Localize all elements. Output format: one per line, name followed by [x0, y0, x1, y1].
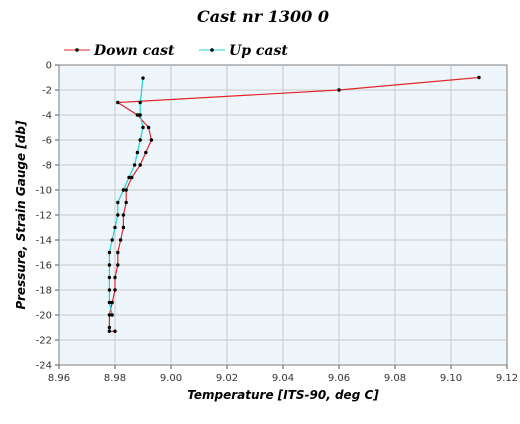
y-tick-label: -4 [42, 111, 52, 122]
y-axis-title: Pressure, Strain Gauge [db] [14, 120, 28, 309]
data-point-down-cast [121, 225, 126, 230]
data-point-up-cast [116, 213, 120, 217]
x-tick-label: 8.96 [48, 373, 70, 384]
data-point-down-cast [144, 150, 148, 155]
data-point-up-cast [107, 300, 112, 305]
x-tick-label: 9.06 [328, 373, 350, 384]
data-point-down-cast [124, 188, 128, 192]
data-point-up-cast [138, 100, 142, 105]
x-tick-label: 8.98 [104, 373, 126, 384]
x-tick-label: 9.02 [216, 373, 238, 384]
data-point-down-cast [146, 125, 151, 130]
x-tick-label: 9.08 [384, 373, 406, 384]
data-point-down-cast [337, 88, 341, 92]
data-point-up-cast [127, 175, 131, 180]
data-point-down-cast [113, 288, 117, 292]
data-point-down-cast [130, 175, 134, 180]
data-point-up-cast [141, 125, 145, 130]
ticks-layer: 8.96 8.98 9.00 9.02 9.04 9.06 9.08 9.10 9.12 0 -2 -… [36, 61, 518, 385]
y-tick-label: -10 [36, 186, 52, 197]
data-point-down-cast [116, 263, 120, 267]
y-tick-label: -14 [36, 236, 52, 247]
data-point-down-cast [107, 313, 112, 317]
data-point-up-cast [110, 313, 114, 317]
data-point-up-cast [107, 263, 112, 267]
data-point-down-cast [110, 300, 114, 305]
y-tick-label: -20 [36, 311, 52, 322]
series-layer [107, 75, 481, 333]
data-point-up-cast [116, 200, 120, 205]
data-point-up-cast [135, 150, 140, 155]
data-point-up-cast [132, 163, 137, 167]
data-point-down-cast [113, 329, 117, 333]
y-tick-label: -12 [36, 211, 52, 222]
legend-marker-down-cast [75, 48, 79, 52]
legend-marker-up-cast [210, 48, 214, 52]
y-tick-label: -24 [36, 361, 52, 372]
data-point-down-cast [149, 138, 154, 142]
data-point-down-cast [138, 163, 142, 167]
y-tick-label: -22 [36, 336, 52, 347]
data-point-up-cast [113, 225, 117, 230]
data-point-up-cast [138, 138, 142, 142]
legend-label-up-cast: Up cast [229, 43, 288, 59]
data-point-down-cast [124, 200, 128, 205]
grid-layer [59, 65, 507, 365]
y-tick-label: -2 [42, 86, 52, 97]
data-point-up-cast [107, 250, 112, 255]
data-point-up-cast [141, 76, 145, 80]
data-point-down-cast [107, 325, 112, 330]
y-tick-label: -6 [42, 136, 52, 147]
y-tick-label: -8 [42, 161, 52, 172]
x-tick-label: 9.00 [160, 373, 182, 384]
data-point-down-cast [113, 275, 117, 280]
x-tick-label: 9.04 [272, 373, 294, 384]
data-point-up-cast [107, 288, 112, 292]
y-tick-label: 0 [46, 61, 52, 72]
data-point-down-cast [135, 113, 140, 117]
data-point-down-cast [477, 75, 481, 80]
legend: Down cast Up cast [64, 43, 288, 59]
x-axis-title: Temperature [ITS-90, deg C] [187, 388, 379, 402]
data-point-down-cast [118, 238, 123, 242]
y-tick-label: -18 [36, 286, 52, 297]
data-point-up-cast [110, 238, 114, 242]
y-tick-label: -16 [36, 261, 52, 272]
legend-label-down-cast: Down cast [93, 43, 175, 59]
x-tick-label: 9.10 [440, 373, 462, 384]
chart-title: Cast nr 1300 0 [197, 7, 329, 26]
data-point-up-cast [138, 113, 142, 117]
data-point-up-cast [121, 188, 126, 192]
x-tick-label: 9.12 [496, 373, 518, 384]
data-point-down-cast [116, 250, 120, 255]
data-point-down-cast [107, 329, 112, 333]
data-point-down-cast [121, 213, 126, 217]
data-point-up-cast [107, 275, 112, 280]
data-point-down-cast [116, 100, 120, 105]
